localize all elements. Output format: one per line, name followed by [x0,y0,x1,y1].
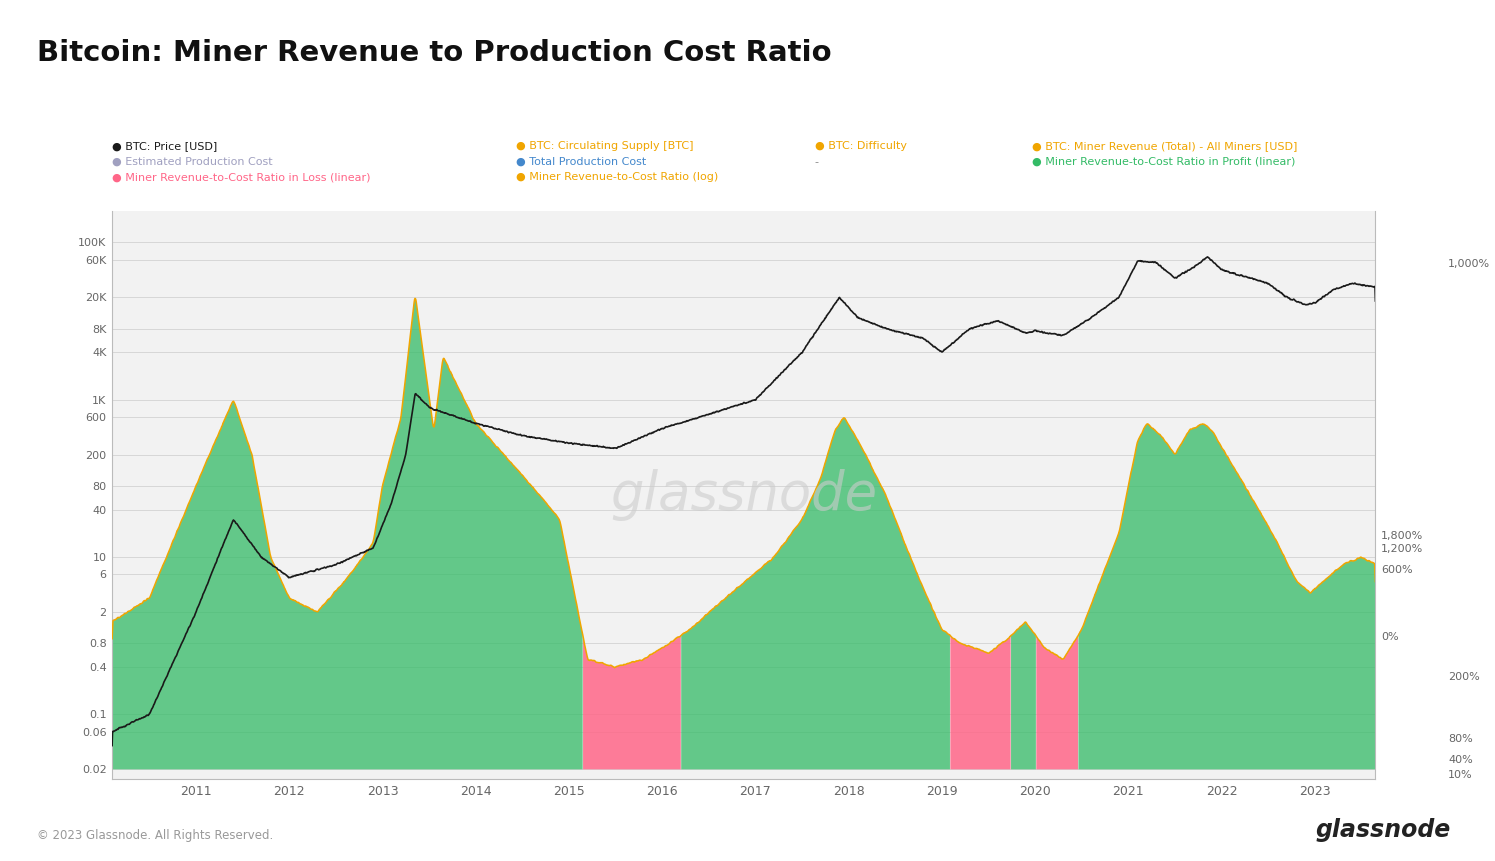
Text: ● BTC: Circulating Supply [BTC]: ● BTC: Circulating Supply [BTC] [516,141,694,152]
Text: ● BTC: Difficulty: ● BTC: Difficulty [815,141,907,152]
Text: ● Miner Revenue-to-Cost Ratio in Loss (linear): ● Miner Revenue-to-Cost Ratio in Loss (l… [112,172,371,183]
Text: glassnode: glassnode [610,469,878,521]
Text: ● Miner Revenue-to-Cost Ratio in Profit (linear): ● Miner Revenue-to-Cost Ratio in Profit … [1032,157,1295,167]
Text: ● BTC: Miner Revenue (Total) - All Miners [USD]: ● BTC: Miner Revenue (Total) - All Miner… [1032,141,1298,152]
Text: -: - [815,157,819,167]
Text: Bitcoin: Miner Revenue to Production Cost Ratio: Bitcoin: Miner Revenue to Production Cos… [37,39,833,67]
Text: ● Miner Revenue-to-Cost Ratio (log): ● Miner Revenue-to-Cost Ratio (log) [516,172,718,183]
Text: © 2023 Glassnode. All Rights Reserved.: © 2023 Glassnode. All Rights Reserved. [37,829,274,842]
Text: glassnode: glassnode [1316,818,1450,842]
Text: ● BTC: Price [USD]: ● BTC: Price [USD] [112,141,217,152]
Text: ● Estimated Production Cost: ● Estimated Production Cost [112,157,272,167]
Text: ● Total Production Cost: ● Total Production Cost [516,157,646,167]
